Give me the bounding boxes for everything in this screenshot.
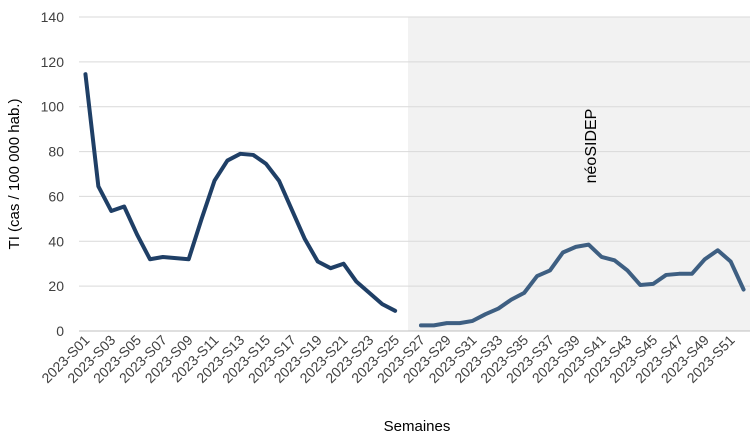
y-axis-title: TI (cas / 100 000 hab.) (6, 99, 23, 250)
neosidep-annotation: néoSIDEP (583, 109, 600, 184)
series-line-1 (83, 72, 398, 313)
x-axis-title: Semaines (384, 418, 451, 435)
y-tick-label: 80 (48, 144, 64, 160)
gridlines (79, 16, 750, 287)
y-tick-label: 140 (41, 9, 65, 25)
y-tick-label: 40 (48, 233, 64, 249)
series-line-2 (418, 242, 746, 328)
series-lines (83, 72, 746, 328)
x-axis-ticks: 2023-S012023-S032023-S052023-S072023-S09… (38, 332, 738, 386)
y-tick-label: 20 (48, 278, 64, 294)
y-tick-label: 100 (41, 99, 65, 115)
y-tick-label: 120 (41, 54, 65, 70)
y-tick-label: 60 (48, 188, 64, 204)
neosidep-shaded-region (408, 17, 750, 331)
y-axis-ticks: 0 20 40 60 80 100 120 140 (41, 9, 65, 339)
y-tick-label: 0 (56, 323, 64, 339)
